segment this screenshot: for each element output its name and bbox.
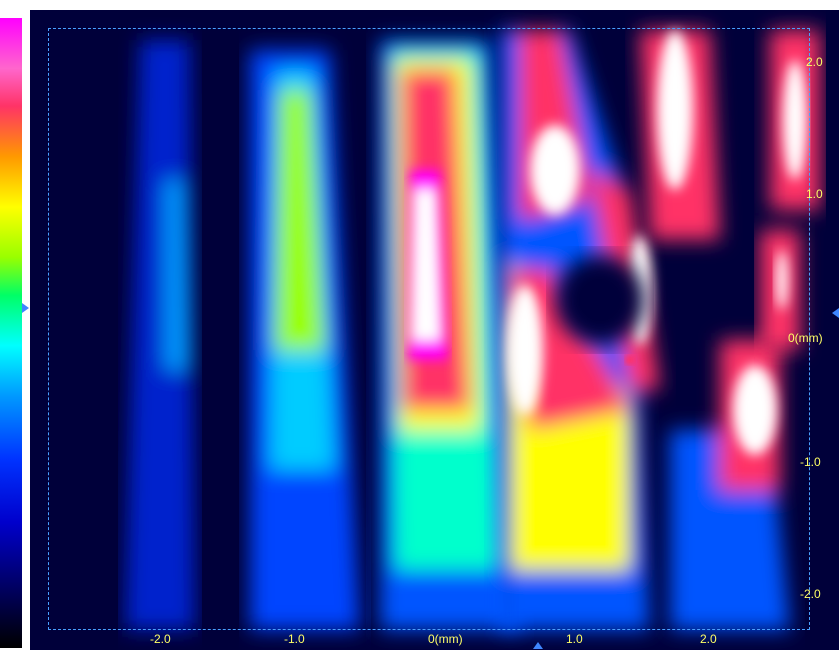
top-border bbox=[0, 0, 839, 10]
y-tick-label: 1.0 bbox=[806, 188, 823, 200]
colorbar bbox=[0, 18, 22, 648]
x-tick-label: -2.0 bbox=[150, 633, 171, 645]
x-tick-label: 0(mm) bbox=[428, 633, 463, 645]
y-tick-label: -1.0 bbox=[800, 456, 821, 468]
x-cursor-bottom-marker[interactable] bbox=[533, 642, 543, 649]
y-cursor-left-marker[interactable] bbox=[22, 303, 29, 313]
y-tick-label: 0(mm) bbox=[788, 332, 823, 344]
x-tick-label: -1.0 bbox=[284, 633, 305, 645]
intensity-map: -2.0 -1.0 0(mm) 1.0 2.0 2.0 1.0 0(mm) -1… bbox=[30, 10, 839, 650]
intensity-image bbox=[30, 10, 839, 650]
y-tick-label: 2.0 bbox=[806, 56, 823, 68]
y-cursor-right-marker[interactable] bbox=[832, 308, 839, 318]
y-tick-label: -2.0 bbox=[800, 588, 821, 600]
x-tick-label: 2.0 bbox=[700, 633, 717, 645]
x-tick-label: 1.0 bbox=[566, 633, 583, 645]
bottom-border bbox=[0, 650, 839, 658]
